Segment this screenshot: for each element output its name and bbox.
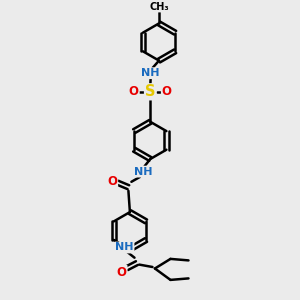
Text: O: O [129,85,139,98]
Text: O: O [107,175,117,188]
Text: CH₃: CH₃ [149,2,169,12]
Text: NH: NH [115,242,134,253]
Text: O: O [162,85,172,98]
Text: O: O [117,266,127,279]
Text: NH: NH [134,167,152,177]
Text: NH: NH [141,68,160,78]
Text: S: S [145,84,155,99]
